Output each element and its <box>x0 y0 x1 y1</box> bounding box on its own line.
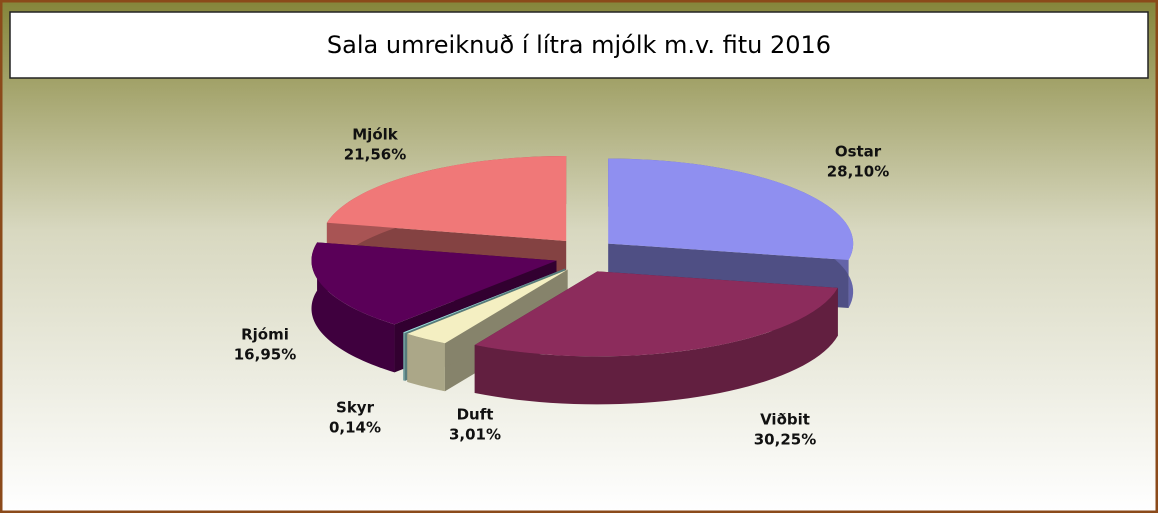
slice-label: Rjómi <box>241 326 289 344</box>
title-box <box>9 11 1149 79</box>
slice-wall <box>403 332 405 381</box>
slice-value-label: 0,14% <box>329 419 381 437</box>
slice-label: Mjólk <box>352 126 399 144</box>
slice-label: Viðbit <box>760 411 810 429</box>
pie-slice <box>407 269 568 344</box>
pie-slice <box>474 271 838 357</box>
pie-slice <box>403 268 566 333</box>
slice-side <box>407 269 568 382</box>
slice-value-label: 30,25% <box>754 431 816 449</box>
slice-value-label: 28,10% <box>827 163 889 181</box>
slice-value-label: 16,95% <box>234 346 296 364</box>
pie-slice <box>608 158 854 261</box>
pie-slice <box>311 242 557 325</box>
slice-wall <box>311 242 395 373</box>
slice-value-label: 3,01% <box>449 426 501 444</box>
chart-title: Sala umreiknuð í lítra mjólk m.v. fitu 2… <box>327 31 831 59</box>
slice-wall <box>407 333 445 392</box>
slice-label: Duft <box>457 406 494 424</box>
slice-wall <box>474 287 838 405</box>
slice-value-label: 21,56% <box>344 146 406 164</box>
slice-label: Skyr <box>336 399 375 417</box>
slice-label: Ostar <box>835 143 882 161</box>
pie-slice <box>326 155 567 241</box>
